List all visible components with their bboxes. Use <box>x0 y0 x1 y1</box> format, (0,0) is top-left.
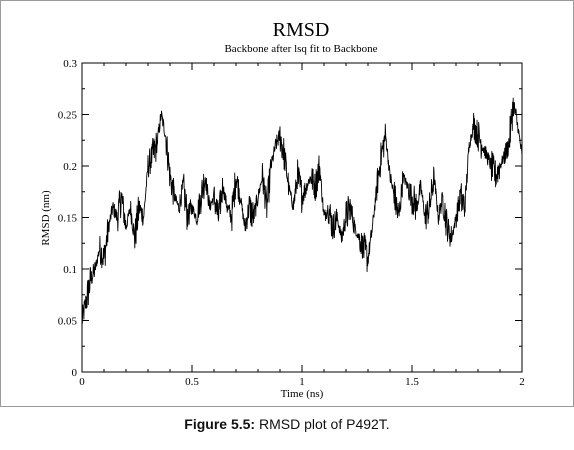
caption-text: RMSD plot of P492T. <box>255 416 390 432</box>
x-tick-label: 0 <box>79 376 85 388</box>
y-axis-label: RMSD (nm) <box>40 190 52 246</box>
x-tick-label: 1.5 <box>405 376 419 388</box>
x-tick-label: 0.5 <box>185 376 199 388</box>
figure-caption: Figure 5.5: RMSD plot of P492T. <box>0 416 574 432</box>
y-tick-label: 0.05 <box>58 316 78 328</box>
x-tick-label: 2 <box>519 376 525 388</box>
x-axis-label: Time (ns) <box>281 388 324 400</box>
y-tick-label: 0.25 <box>58 110 78 122</box>
chart-subtitle: Backbone after lsq fit to Backbone <box>224 43 377 55</box>
y-tick-label: 0.15 <box>58 213 78 225</box>
chart-title: RMSD <box>273 19 330 41</box>
rmsd-series-line <box>81 97 523 324</box>
figure-frame <box>0 0 574 407</box>
y-tick-label: 0.2 <box>63 161 77 173</box>
y-tick-label: 0.3 <box>63 58 77 70</box>
axis-ticks: 0 0.5 1 1.5 2 0 0.05 0.1 0.15 0.2 0.25 0.3 <box>58 58 525 388</box>
rmsd-chart: RMSD Backbone after lsq fit to Backbone … <box>40 19 525 400</box>
caption-label: Figure 5.5: <box>184 416 256 432</box>
y-tick-label: 0.1 <box>63 264 77 276</box>
series-group <box>81 97 523 324</box>
y-tick-label: 0 <box>72 367 78 379</box>
x-tick-label: 1 <box>299 376 305 388</box>
